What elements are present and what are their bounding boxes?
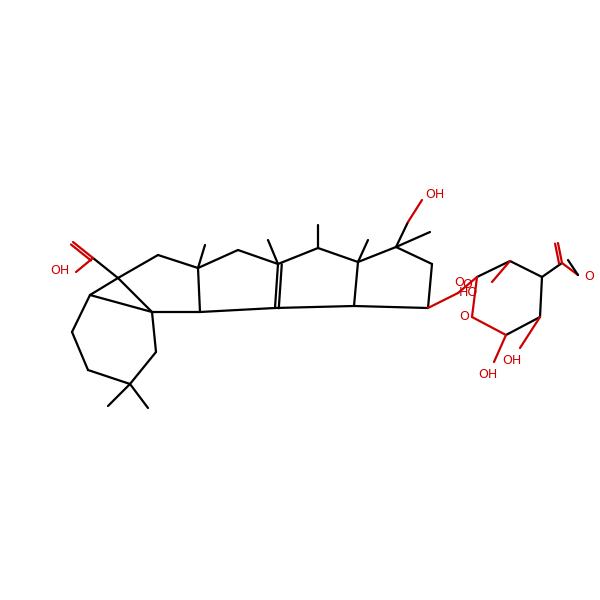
Text: O: O	[584, 271, 594, 283]
Text: HO: HO	[459, 286, 478, 299]
Text: O: O	[459, 311, 469, 323]
Text: O: O	[454, 277, 464, 289]
Text: O: O	[462, 278, 472, 292]
Text: OH: OH	[502, 353, 521, 367]
Text: OH: OH	[425, 187, 445, 200]
Text: OH: OH	[50, 263, 70, 277]
Text: OH: OH	[478, 367, 497, 380]
